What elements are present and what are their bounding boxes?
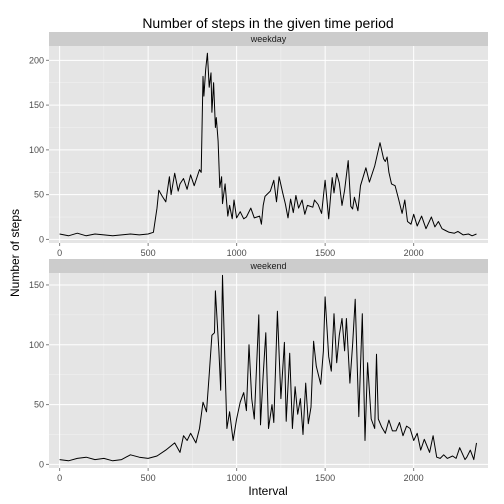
x-tick-label: 1500	[315, 473, 335, 483]
chart-title: Number of steps in the given time period	[142, 15, 393, 31]
x-tick-label: 500	[141, 473, 156, 483]
x-tick-label: 1000	[227, 473, 247, 483]
y-tick-label: 50	[34, 400, 44, 410]
strip-label-weekend: weekend	[249, 261, 286, 271]
x-tick-label: 1000	[227, 248, 247, 258]
x-tick-label: 0	[57, 248, 62, 258]
series-line-weekday	[59, 52, 477, 237]
strip-label-weekday: weekday	[250, 34, 287, 44]
y-axis-title: Number of steps	[8, 209, 22, 297]
y-tick-label: 0	[39, 459, 44, 469]
x-axis-title: Interval	[248, 484, 287, 498]
x-tick-label: 2000	[404, 248, 424, 258]
strip-weekday	[49, 32, 488, 46]
y-tick-label: 150	[29, 100, 44, 110]
y-tick-label: 150	[29, 280, 44, 290]
x-tick-label: 500	[141, 248, 156, 258]
y-tick-label: 100	[29, 145, 44, 155]
y-tick-label: 200	[29, 55, 44, 65]
y-tick-label: 50	[34, 190, 44, 200]
panel-background-weekend	[49, 273, 488, 468]
x-tick-label: 2000	[404, 473, 424, 483]
x-tick-label: 1500	[315, 248, 335, 258]
y-tick-label: 0	[39, 234, 44, 244]
strip-weekend	[49, 259, 488, 273]
y-tick-label: 100	[29, 340, 44, 350]
panel-background-weekday	[49, 46, 488, 243]
series-line-weekend	[59, 274, 477, 462]
x-tick-label: 0	[57, 473, 62, 483]
